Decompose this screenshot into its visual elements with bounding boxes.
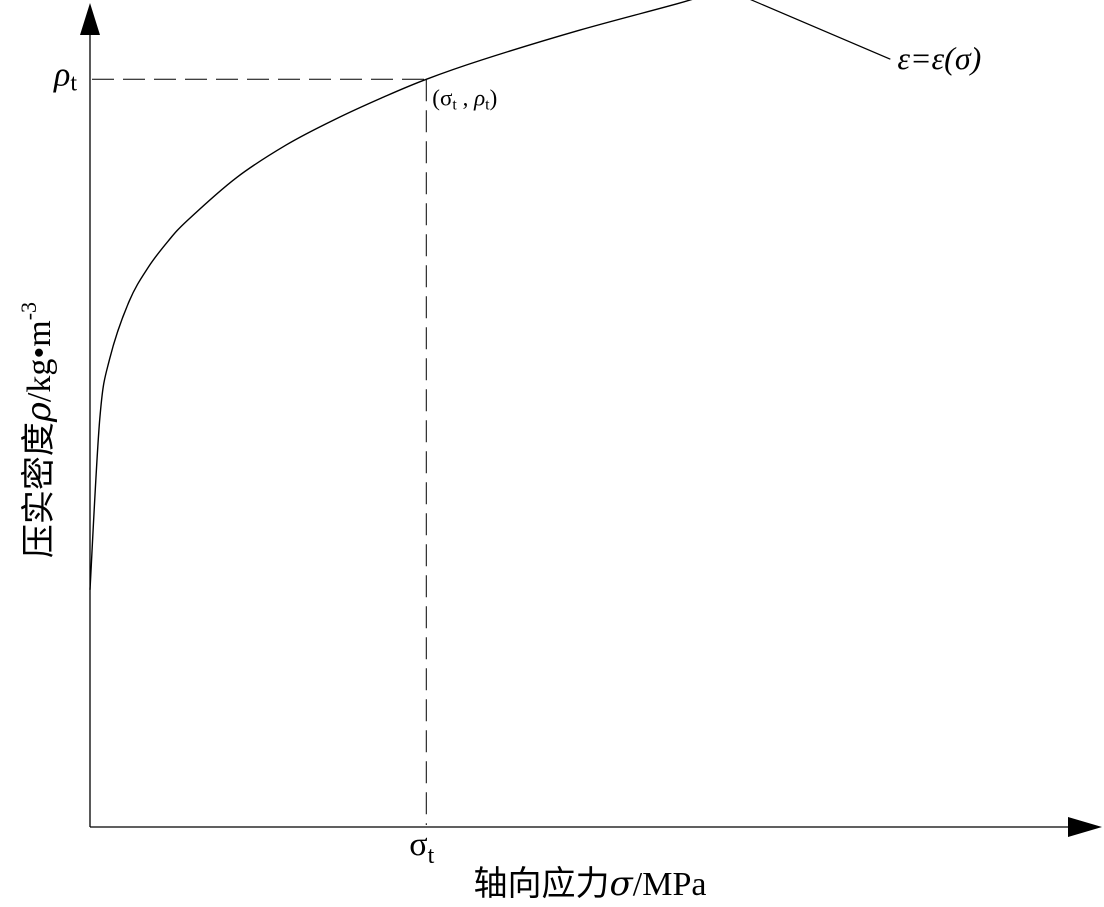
y-axis-title-unit: /kg•m bbox=[21, 320, 58, 402]
x-tick-label-sigma-t: σt bbox=[409, 826, 434, 869]
x-axis-title-unit: /MPa bbox=[633, 866, 707, 903]
y-tick-rho: ρ bbox=[53, 56, 70, 93]
point-label-open: ( bbox=[432, 85, 440, 110]
y-tick-label-rho-t: ρt bbox=[53, 56, 77, 96]
x-axis-title-prefix: 轴向应力 bbox=[474, 864, 610, 904]
y-tick-sub: t bbox=[70, 70, 77, 96]
y-axis-title-symbol: ρ bbox=[19, 402, 59, 423]
strain-stress-curve bbox=[90, 0, 1069, 590]
point-label-sep: , bbox=[457, 85, 474, 110]
y-axis-title-prefix: 压实密度 bbox=[19, 422, 59, 558]
point-label: (σt , ρt) bbox=[432, 85, 497, 113]
curve-label: ε=ε(σ) bbox=[897, 40, 981, 76]
x-axis-arrow-icon bbox=[1068, 817, 1102, 837]
point-label-rho: ρ bbox=[473, 85, 485, 110]
x-axis-title-symbol: σ bbox=[610, 864, 634, 904]
curve-label-leader-line bbox=[726, 0, 890, 59]
y-axis-arrow-icon bbox=[80, 3, 100, 35]
y-axis-title-exponent: -3 bbox=[16, 302, 41, 320]
x-axis-title: 轴向应力σ/MPa bbox=[474, 864, 707, 904]
point-label-sigma: σ bbox=[440, 85, 453, 110]
x-tick-sigma: σ bbox=[409, 826, 427, 863]
x-tick-sub: t bbox=[428, 843, 435, 869]
point-label-close: ) bbox=[490, 85, 498, 110]
y-axis-title: 压实密度ρ/kg•m-3 bbox=[16, 302, 59, 558]
